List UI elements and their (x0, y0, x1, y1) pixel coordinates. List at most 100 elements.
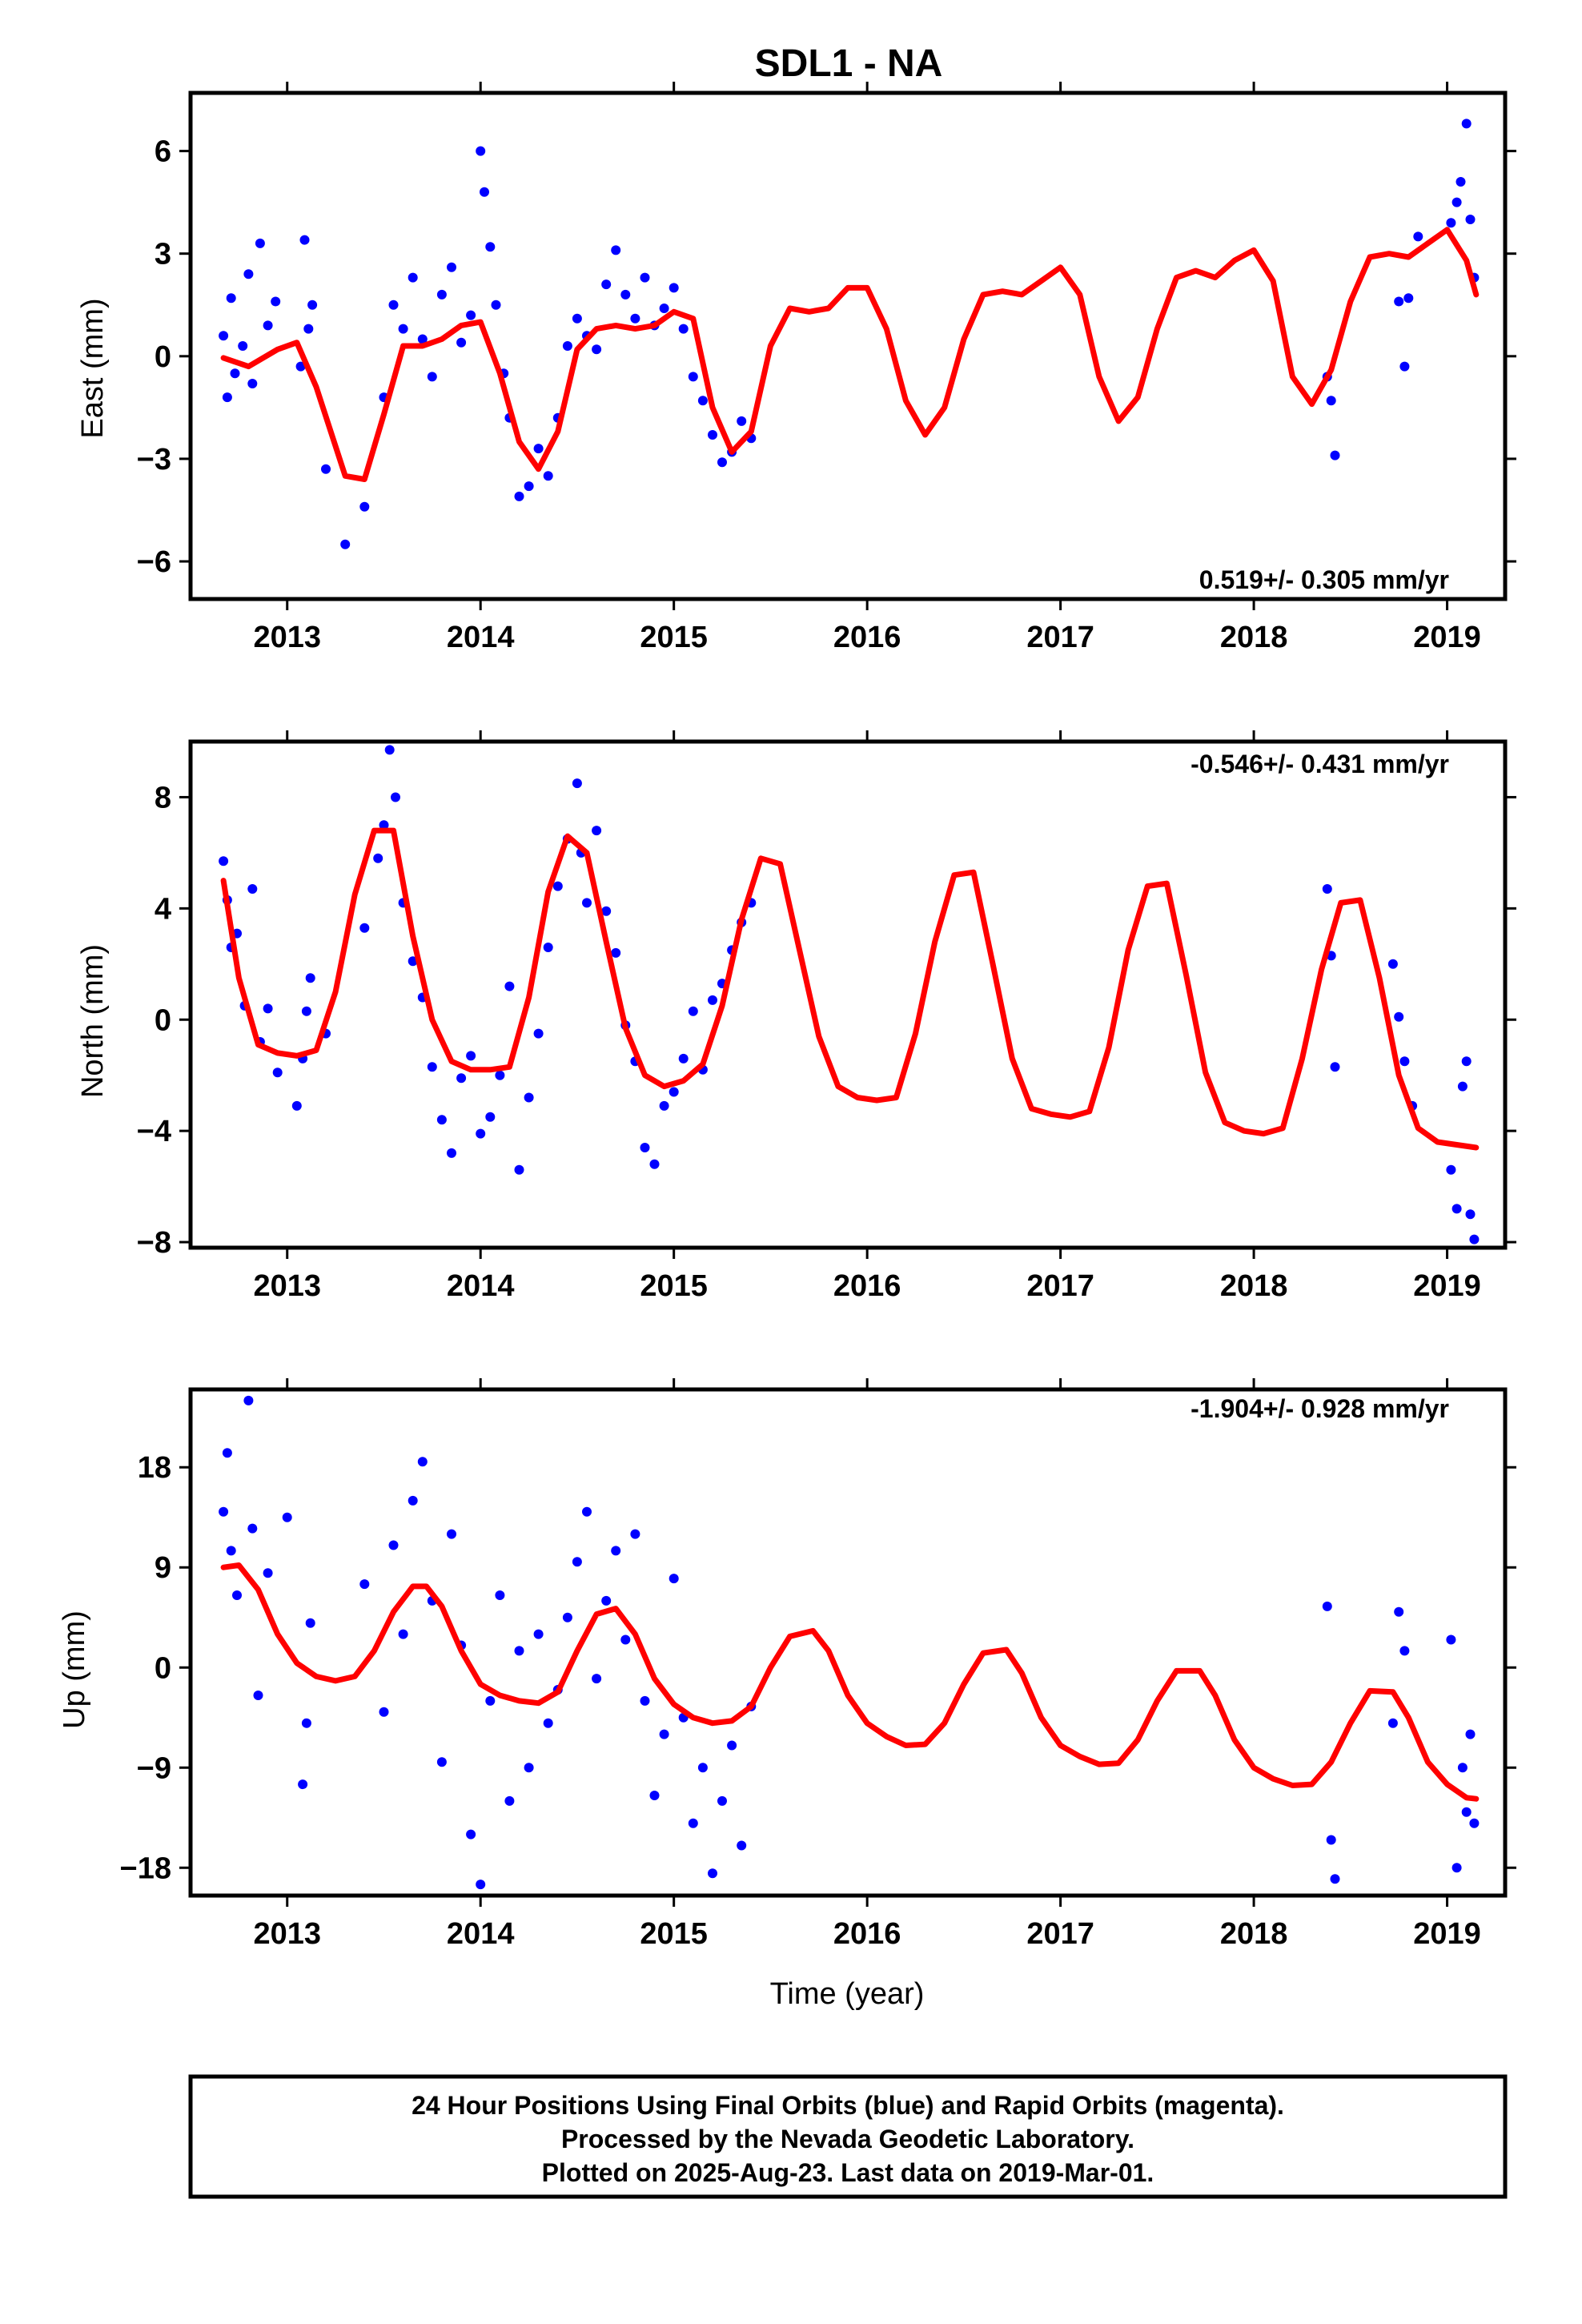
east-data-point (238, 341, 248, 351)
up-data-point (1457, 1763, 1468, 1773)
up-data-point (582, 1506, 592, 1517)
north-data-point (1457, 1081, 1468, 1092)
up-data-point (649, 1791, 660, 1800)
east-data-point (271, 296, 281, 307)
north-data-point (427, 1062, 437, 1072)
x-axis-label: Time (year) (770, 1977, 925, 2011)
east-data-point (1446, 218, 1456, 228)
east-data-point (611, 245, 621, 255)
footer-line-3: Plotted on 2025-Aug-23. Last data on 201… (542, 2158, 1154, 2187)
east-data-point (1456, 177, 1466, 187)
east-data-point (307, 300, 318, 310)
east-data-point (219, 331, 229, 341)
east-xtick-label: 2017 (1026, 621, 1094, 654)
east-xtick-label: 2016 (833, 621, 901, 654)
up-data-point (476, 1880, 486, 1890)
east-model-curve (220, 227, 1480, 482)
north-rate: -0.546+/- 0.431 mm/yr (1191, 750, 1449, 778)
east-data-point (263, 320, 273, 331)
north-data-point (543, 943, 553, 952)
north-data-point (476, 1128, 486, 1139)
up-data-point (243, 1395, 254, 1405)
north-data-point (247, 884, 258, 894)
east-data-point (485, 242, 496, 252)
up-data-point (298, 1779, 308, 1790)
up-data-point (630, 1529, 640, 1539)
up-data-point (514, 1646, 524, 1656)
north-data-point (391, 792, 400, 802)
east-data-point (514, 491, 524, 501)
east-data-point (447, 262, 456, 272)
north-data-point (291, 1100, 302, 1111)
east-data-point (1394, 296, 1404, 307)
up-data-point (263, 1568, 273, 1578)
north-data-point (456, 1073, 467, 1084)
up-data-point (436, 1757, 447, 1767)
north-data-point (533, 1028, 544, 1039)
east-data-point (1413, 231, 1423, 242)
up-data-point (1399, 1646, 1410, 1656)
up-xtick-label: 2017 (1026, 1917, 1094, 1951)
east-data-point (1403, 293, 1414, 304)
east-data-point (243, 269, 254, 279)
up-data-point (533, 1629, 544, 1639)
footer-line-1: 24 Hour Positions Using Final Orbits (bl… (412, 2091, 1284, 2120)
north-data-point (1330, 1062, 1340, 1072)
east-data-point (299, 235, 310, 245)
east-data-point (398, 324, 408, 334)
east-xtick-label: 2013 (253, 621, 321, 654)
north-data-point (1322, 884, 1332, 894)
up-data-point (466, 1829, 476, 1839)
east-panel: East (mm) 0.519+/- 0.305 mm/yr −6 −3 0 3 6 20… (76, 82, 1516, 654)
north-data-point (384, 745, 395, 755)
east-data-point (1399, 361, 1410, 372)
north-ytick-label: 8 (155, 781, 171, 814)
up-data-point (485, 1695, 496, 1706)
north-ytick-label: 4 (155, 892, 171, 926)
north-data-point (601, 906, 612, 916)
east-data-point (659, 304, 669, 313)
east-rate: 0.519+/- 0.305 mm/yr (1199, 565, 1449, 594)
east-data-point (697, 396, 708, 406)
up-data-point (226, 1546, 236, 1556)
north-xtick-label: 2017 (1026, 1269, 1094, 1303)
east-data-point (533, 444, 544, 454)
up-data-point (301, 1718, 311, 1728)
north-data-point (379, 820, 389, 830)
up-frame (188, 1387, 1508, 1898)
east-xtick-label: 2019 (1413, 621, 1481, 654)
north-ytick-label: −4 (137, 1115, 171, 1148)
up-data-point (222, 1448, 232, 1458)
up-data-point (737, 1840, 747, 1851)
east-data-point (601, 279, 612, 290)
up-data-point (219, 1506, 229, 1517)
footer-line-2: Processed by the Nevada Geodetic Laborat… (561, 2125, 1134, 2153)
north-data-point (582, 898, 592, 908)
up-data-point (1322, 1601, 1332, 1611)
north-data-point (592, 826, 602, 836)
east-data-point (230, 368, 240, 379)
up-data-point (601, 1595, 612, 1606)
east-data-point (321, 464, 331, 474)
north-data-point (611, 947, 621, 958)
east-data-point (717, 457, 727, 468)
up-data-point (1461, 1807, 1472, 1817)
east-data-point (737, 416, 747, 426)
east-ytick-label: −3 (137, 443, 171, 476)
east-ytick-label: −6 (137, 545, 171, 579)
up-data-point (1469, 1818, 1480, 1828)
north-data-point (659, 1100, 669, 1111)
north-data-point (1394, 1011, 1404, 1022)
up-data-point (388, 1540, 399, 1550)
north-frame (188, 739, 1508, 1250)
east-data-point (466, 310, 476, 320)
up-data-point (543, 1718, 553, 1728)
up-xtick-label: 2014 (447, 1917, 515, 1951)
east-frame (188, 90, 1508, 601)
east-data-point (1452, 197, 1462, 207)
up-data-point (659, 1729, 669, 1739)
east-data-point (678, 324, 689, 334)
east-data-point (1330, 450, 1340, 460)
east-data-point (708, 430, 717, 440)
